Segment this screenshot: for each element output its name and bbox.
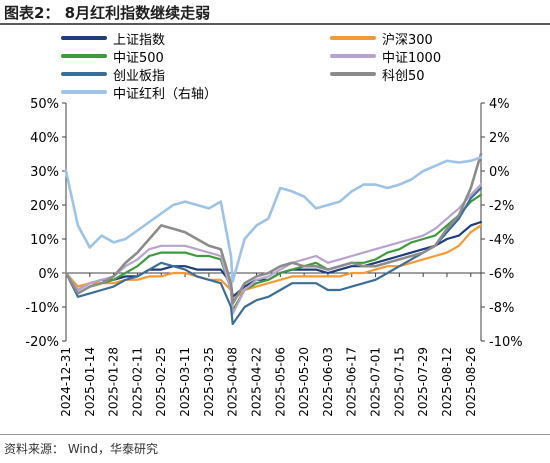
right-y-tick-label: -6% <box>489 267 514 282</box>
x-tick-label: 2025-04-08 <box>226 347 240 417</box>
right-y-tick-label: 4% <box>489 97 510 112</box>
legend-item: 创业板指 <box>61 66 166 84</box>
left-y-tick-label: -20% <box>25 335 59 350</box>
series-line-3 <box>64 183 483 315</box>
legend-swatch <box>330 72 376 76</box>
left-y-tick-label: 30% <box>30 165 59 180</box>
legend-item: 中证500 <box>61 48 164 66</box>
series-line-4 <box>64 186 483 326</box>
x-tick-label: 2025-07-29 <box>416 347 430 417</box>
series-lines <box>64 152 483 326</box>
x-tick-label: 2025-03-25 <box>202 347 216 417</box>
left-y-tick-label: 0% <box>38 267 59 282</box>
legend-item: 中证红利（右轴） <box>61 84 218 102</box>
series-line-1 <box>64 224 483 302</box>
x-tick-label: 2025-06-03 <box>321 347 335 417</box>
legend-item: 科创50 <box>330 66 425 84</box>
x-tick-label: 2025-06-17 <box>345 347 359 417</box>
x-tick-label: 2025-02-11 <box>130 347 144 417</box>
legend-swatch <box>330 54 376 58</box>
legend-label: 创业板指 <box>113 68 166 84</box>
legend-item: 上证指数 <box>61 30 166 48</box>
legend-item: 沪深300 <box>330 30 433 48</box>
legend-swatch <box>61 36 107 40</box>
legend-label: 中证1000 <box>382 50 442 66</box>
series-line-2 <box>64 193 483 312</box>
legend-label: 中证500 <box>113 50 164 66</box>
right-y-tick-label: -10% <box>489 335 523 350</box>
source-divider <box>0 434 550 435</box>
left-y-tick-label: -10% <box>25 301 59 316</box>
legend-label: 中证红利（右轴） <box>113 86 218 102</box>
figure-title: 图表2： 8月红利指数继续走弱 <box>4 4 211 22</box>
line-chart: -20% -10% 0% 10% 20% 30% 40% 50% -10% -8% -6% -4% -2… <box>25 97 522 417</box>
title-divider <box>0 23 550 25</box>
legend-swatch <box>61 54 107 58</box>
x-tick-label: 2025-01-28 <box>107 347 121 417</box>
x-tick-label: 2025-04-22 <box>249 347 263 417</box>
axes <box>62 102 485 342</box>
right-y-tick-label: -2% <box>489 199 514 214</box>
legend-label: 上证指数 <box>113 32 166 48</box>
left-y-tick-label: 50% <box>30 97 59 112</box>
source-note: 资料来源： Wind，华泰研究 <box>4 442 158 456</box>
x-tick-label: 2025-08-26 <box>464 347 478 417</box>
legend-swatch <box>61 72 107 76</box>
left-y-tick-label: 10% <box>30 233 59 248</box>
tick-labels: -20% -10% 0% 10% 20% 30% 40% 50% -10% -8% -6% -4% -2… <box>25 97 522 417</box>
right-y-tick-label: 2% <box>489 131 510 146</box>
x-tick-label: 2025-08-12 <box>440 347 454 417</box>
left-y-tick-label: 20% <box>30 199 59 214</box>
x-tick-label: 2025-02-25 <box>154 347 168 417</box>
x-tick-label: 2024-12-31 <box>59 347 73 417</box>
series-line-5 <box>64 152 483 305</box>
right-y-tick-label: -4% <box>489 233 514 248</box>
legend-item: 中证1000 <box>330 48 442 66</box>
x-tick-label: 2025-01-14 <box>83 347 97 417</box>
legend-swatch <box>330 36 376 40</box>
right-y-tick-label: 0% <box>489 165 510 180</box>
x-tick-label: 2025-05-20 <box>297 347 311 417</box>
series-line-6 <box>64 156 483 283</box>
x-tick-label: 2025-05-06 <box>273 347 287 417</box>
x-tick-label: 2025-07-15 <box>392 347 406 417</box>
legend-label: 科创50 <box>382 68 425 84</box>
right-y-tick-label: -8% <box>489 301 514 316</box>
x-tick-label: 2025-07-01 <box>369 347 383 417</box>
left-y-tick-label: 40% <box>30 131 59 146</box>
legend-swatch <box>61 90 107 94</box>
x-tick-label: 2025-03-11 <box>178 347 192 417</box>
legend-label: 沪深300 <box>382 32 433 48</box>
